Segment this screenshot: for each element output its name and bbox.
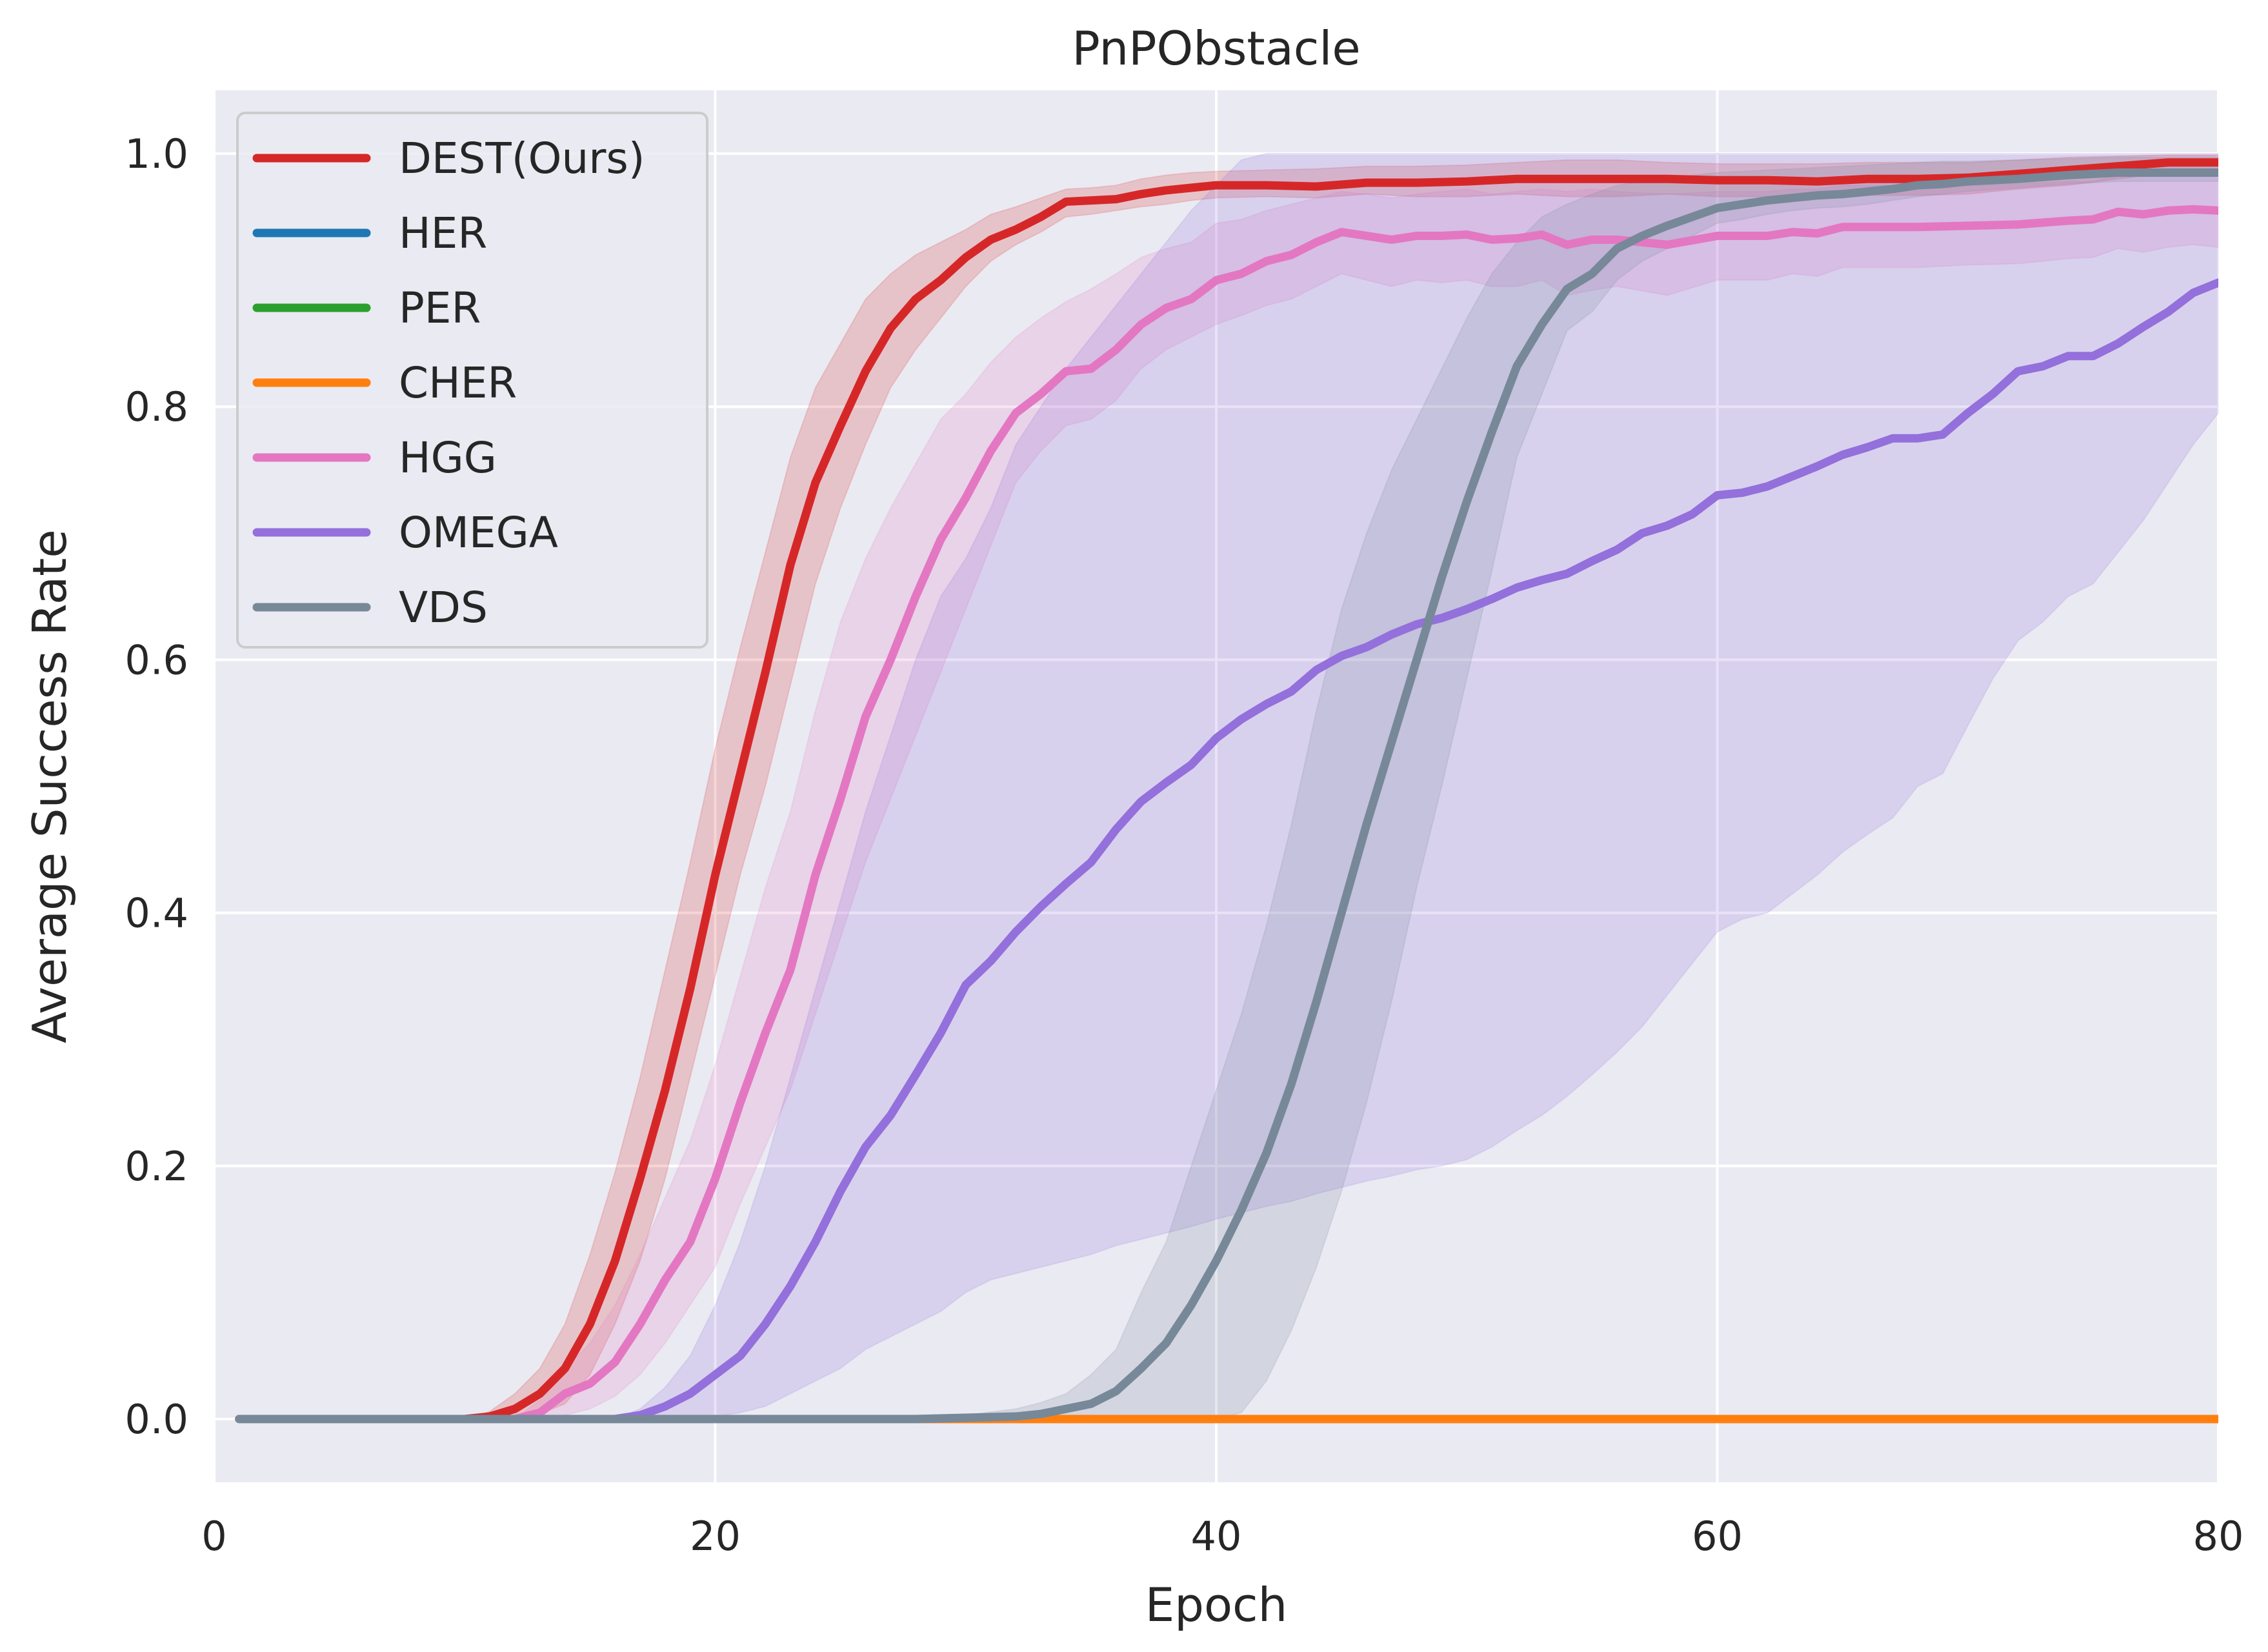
y-tick-label: 0.4 bbox=[125, 890, 188, 937]
x-tick-label: 80 bbox=[2193, 1513, 2244, 1560]
axis-ticks: 0 20 40 60 80 0.0 0.2 0.4 0.6 0.8 1.0 bbox=[125, 130, 2243, 1560]
band-dest-ours- bbox=[239, 154, 2218, 1420]
x-axis-title: Epoch bbox=[1145, 1578, 1287, 1632]
series-line-vds bbox=[235, 168, 2218, 1424]
x-tick-label: 20 bbox=[690, 1513, 741, 1560]
legend-label: PER bbox=[399, 283, 481, 333]
legend-label: HER bbox=[399, 208, 487, 258]
y-tick-label: 1.0 bbox=[125, 130, 188, 177]
series-line-hgg bbox=[235, 205, 2218, 1424]
series-line-omega bbox=[235, 278, 2218, 1424]
y-tick-label: 0.2 bbox=[125, 1143, 188, 1190]
band-omega bbox=[239, 153, 2218, 1420]
x-tick-label: 40 bbox=[1191, 1513, 1242, 1560]
legend: DEST(Ours) HER PER CHER HGG OMEGA VDS bbox=[236, 112, 708, 649]
y-tick-label: 0.0 bbox=[125, 1396, 188, 1443]
x-tick-label: 60 bbox=[1692, 1513, 1743, 1560]
grid-lines bbox=[213, 90, 2220, 1482]
y-tick-label: 0.6 bbox=[125, 636, 188, 683]
legend-label: CHER bbox=[399, 358, 517, 408]
y-axis-title: Average Success Rate bbox=[23, 529, 77, 1043]
legend-label: DEST(Ours) bbox=[399, 134, 645, 183]
legend-label: HGG bbox=[399, 433, 497, 483]
series-line-dest-ours- bbox=[235, 158, 2218, 1424]
legend-label: VDS bbox=[399, 583, 488, 632]
series-lines bbox=[235, 158, 2218, 1424]
band-hgg bbox=[239, 172, 2218, 1420]
x-tick-label: 0 bbox=[201, 1513, 226, 1560]
legend-box bbox=[236, 112, 708, 649]
legend-label: OMEGA bbox=[399, 508, 558, 558]
chart-title: PnPObstacle bbox=[1072, 21, 1360, 76]
y-tick-label: 0.8 bbox=[125, 383, 188, 430]
